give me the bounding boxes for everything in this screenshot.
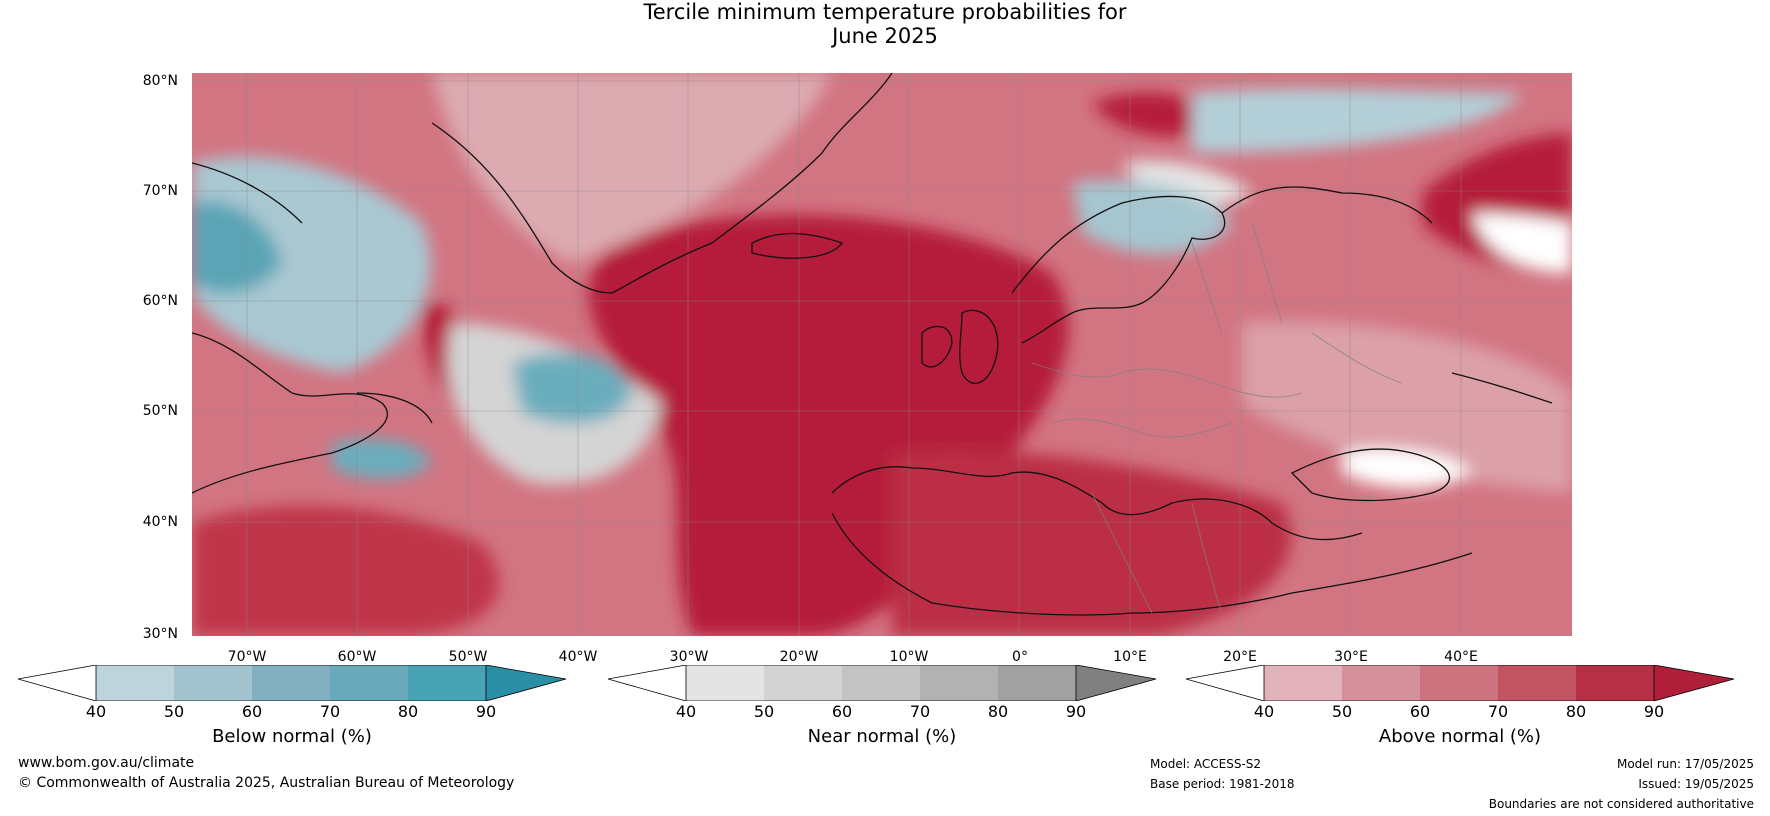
lon-label-30w: 30°W [669, 649, 709, 665]
lat-label-70n: 70°N [142, 183, 178, 199]
cbar-near-title: Near normal (%) [807, 726, 957, 747]
colorbar-near-swatch-6 [1076, 665, 1156, 701]
cbar-near-tick-60: 60 [831, 702, 853, 721]
map-title: Tercile minimum temperature probabilitie… [0, 0, 1770, 48]
cbar-below-tick-90: 90 [475, 702, 497, 721]
colorbar-near-swatch-4 [920, 665, 998, 701]
colorbar-near-normal [608, 665, 1157, 701]
footer-model: Model: ACCESS-S2 [1150, 757, 1262, 771]
colorbar-above-swatch-0 [1186, 665, 1264, 701]
colorbar-below-swatch-1 [96, 665, 174, 701]
footer-model-run: Model run: 17/05/2025 [1616, 757, 1754, 771]
coastlines [192, 73, 1553, 616]
lon-label-70w: 70°W [227, 649, 267, 665]
lon-label-10w: 10°W [889, 649, 929, 665]
cbar-above-title: Above normal (%) [1378, 726, 1542, 747]
lon-label-10e: 10°E [1113, 649, 1147, 665]
cbar-near-tick-50: 50 [753, 702, 775, 721]
country-borders [1031, 222, 1403, 614]
light-greenland [432, 73, 832, 263]
cbar-below-tick-70: 70 [319, 702, 341, 721]
cbar-above-tick-70: 70 [1487, 702, 1509, 721]
colorbar-below-swatch-4 [330, 665, 408, 701]
colorbar-below-swatch-6 [486, 665, 566, 701]
footer-issued: Issued: 19/05/2025 [1638, 777, 1754, 791]
colorbar-below-swatch-0 [18, 665, 96, 701]
cbar-below-tick-40: 40 [85, 702, 107, 721]
probability-map [192, 73, 1572, 636]
colorbar-near-swatch-1 [686, 665, 764, 701]
colorbar-above-normal [1186, 665, 1735, 701]
lon-label-40w: 40°W [558, 649, 598, 665]
cbar-above-tick-80: 80 [1565, 702, 1587, 721]
footer-website-link[interactable]: www.bom.gov.au/climate [18, 755, 195, 771]
lat-label-30n: 30°N [142, 626, 178, 642]
cbar-near-tick-90: 90 [1065, 702, 1087, 721]
below-baffin [192, 156, 431, 373]
cbar-above-tick-60: 60 [1409, 702, 1431, 721]
colorbar-near-swatch-3 [842, 665, 920, 701]
map-canvas [192, 73, 1572, 636]
below-north-atlantic [512, 353, 632, 424]
lon-label-40e: 40°E [1444, 649, 1478, 665]
colorbar-below-swatch-2 [174, 665, 252, 701]
cbar-near-tick-40: 40 [675, 702, 697, 721]
warm-svalbard [1092, 92, 1222, 137]
colorbar-above-swatch-1 [1264, 665, 1342, 701]
colorbar-above-swatch-3 [1420, 665, 1498, 701]
lon-label-20e: 20°E [1223, 649, 1257, 665]
cbar-above-tick-50: 50 [1331, 702, 1353, 721]
colorbar-above-swatch-4 [1498, 665, 1576, 701]
cbar-below-tick-60: 60 [241, 702, 263, 721]
cbar-below-tick-80: 80 [397, 702, 419, 721]
colorbar-below-swatch-3 [252, 665, 330, 701]
cbar-above-tick-90: 90 [1643, 702, 1665, 721]
below-baffin-strong [192, 201, 282, 294]
colorbar-near-swatch-2 [764, 665, 842, 701]
cbar-above-tick-40: 40 [1253, 702, 1275, 721]
below-barents [1192, 88, 1522, 153]
footer-disclaimer: Boundaries are not considered authoritat… [1488, 797, 1754, 811]
footer-copyright: © Commonwealth of Australia 2025, Austra… [18, 775, 515, 791]
warm-southwest [192, 505, 500, 636]
colorbar-above-swatch-2 [1342, 665, 1420, 701]
colorbar-near-swatch-0 [608, 665, 686, 701]
cbar-below-tick-50: 50 [163, 702, 185, 721]
lat-label-40n: 40°N [142, 514, 178, 530]
colorbar-above-swatch-5 [1576, 665, 1654, 701]
light-eastern-europe [1242, 321, 1572, 493]
warm-mediterranean [892, 450, 1292, 636]
cbar-near-tick-80: 80 [987, 702, 1009, 721]
neutral-black-sea [1342, 449, 1472, 488]
lon-label-0: 0° [1012, 649, 1028, 665]
cbar-below-title: Below normal (%) [212, 726, 372, 747]
cbar-near-tick-70: 70 [909, 702, 931, 721]
near-normal-norway-sea [1122, 160, 1252, 206]
footer-base-period: Base period: 1981-2018 [1150, 777, 1295, 791]
lat-label-50n: 50°N [142, 403, 178, 419]
colorbar-below-normal [18, 665, 567, 701]
neutral-northeast [1472, 213, 1572, 273]
lat-label-80n: 80°N [142, 73, 178, 89]
lat-label-60n: 60°N [142, 293, 178, 309]
lon-label-20w: 20°W [779, 649, 819, 665]
lon-label-30e: 30°E [1334, 649, 1368, 665]
map-title-line1: Tercile minimum temperature probabilitie… [643, 0, 1127, 24]
colorbar-near-swatch-5 [998, 665, 1076, 701]
lon-label-50w: 50°W [448, 649, 488, 665]
colorbar-below-swatch-5 [408, 665, 486, 701]
map-title-line2: June 2025 [832, 24, 938, 48]
colorbar-above-swatch-6 [1654, 665, 1734, 701]
lon-label-60w: 60°W [337, 649, 377, 665]
